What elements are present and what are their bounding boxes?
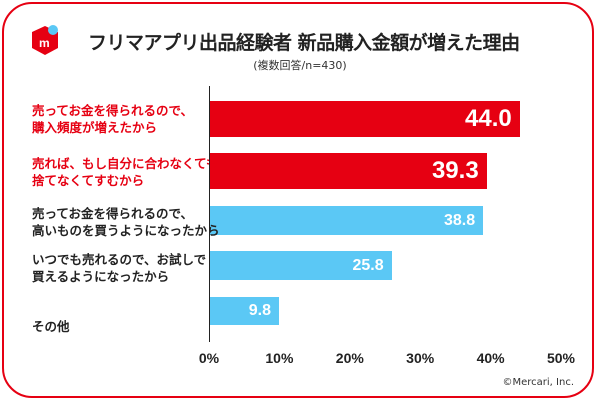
x-tick-label: 50% (546, 350, 576, 366)
category-label: 売ってお金を得られるので、 高いものを買うようになったから (32, 206, 220, 238)
chart-frame (2, 2, 594, 398)
x-tick-label: 40% (476, 350, 505, 366)
chart-title: フリマアプリ出品経験者 新品購入金額が増えた理由 (88, 32, 520, 54)
bar-value-label: 25.8 (352, 256, 384, 274)
svg-text:m: m (39, 36, 50, 50)
chart-subtitle: (複数回答/n=430) (253, 59, 347, 72)
y-axis-line (209, 86, 210, 342)
x-tick-label: 30% (406, 350, 435, 366)
bar-2: 38.8 (210, 206, 484, 235)
bar-4: 9.8 (210, 297, 279, 325)
category-label: 売れば、もし自分に合わなくても 捨てなくてすむから (32, 156, 219, 188)
bar-1: 39.3 (210, 153, 487, 189)
category-label: いつでも売れるので、お試しで 買えるようになったから (32, 252, 207, 284)
bar-value-label: 38.8 (444, 211, 476, 229)
bar-3: 25.8 (210, 251, 392, 280)
bar-value-label: 44.0 (465, 105, 512, 132)
bar-value-label: 39.3 (431, 157, 479, 184)
x-tick-label: 0% (198, 350, 220, 366)
mercari-logo-icon: m (32, 25, 58, 55)
category-label: 売ってお金を得られるので、 購入頻度が増えたから (32, 103, 194, 135)
category-label: その他 (32, 319, 70, 334)
x-tick-label: 10% (265, 350, 294, 366)
bar-value-label: 9.8 (248, 302, 271, 319)
x-tick-label: 20% (335, 350, 364, 366)
bar-0: 44.0 (210, 101, 520, 137)
copyright: ©Mercari, Inc. (502, 377, 574, 388)
